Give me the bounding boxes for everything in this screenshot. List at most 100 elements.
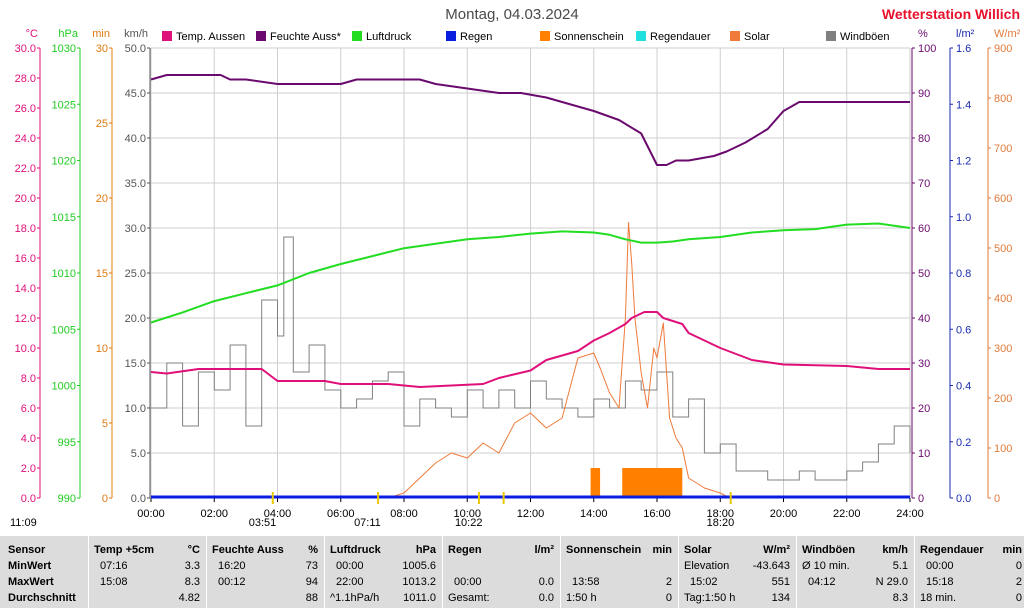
stats-wind-max-value: N 29.0 [875,576,908,588]
stats-col-regendauer: Regendauer min 00:00 0 15:18 2 18 min. 0 [920,536,1022,608]
y-tick-label-solar: 800 [994,93,1012,105]
stats-temp-max-time: 15:08 [100,576,128,588]
stats-row-label-max: MaxWert [8,576,54,588]
stats-regendauer-max-value: 2 [1015,576,1022,588]
y-tick-label-rain: 0.6 [956,324,971,336]
legend-swatch-feuchte [256,31,266,41]
y-tick-label-kmh: 10.0 [125,403,146,415]
y-tick-label-kmh: 35.0 [125,178,146,190]
y-axis-unit-rain: l/m² [956,28,975,40]
y-tick-label-kmh: 30.0 [125,223,146,235]
y-tick-label-press: 990 [58,493,76,505]
stats-luftdruck-avg-value: 1011.0 [403,592,436,604]
stats-header-sonnenschein: Sonnenschein [566,544,642,556]
stats-col-wind: Windböen km/h Ø 10 min. 5.1 04:12 N 29.0… [802,536,908,608]
y-axis-unit-min: min [92,28,110,40]
stats-separator [88,536,89,608]
stats-header-regendauer: Regendauer [920,544,984,556]
y-tick-label-min: 15 [96,268,108,280]
x-tick-label: 12:00 [517,508,545,520]
legend-item-regendauer: Regendauer [636,31,711,43]
stats-luftdruck-max-value: 1013.2 [402,576,436,588]
x-tick-label: 20:00 [770,508,798,520]
y-tick-label-rain: 0.4 [956,381,971,393]
y-tick-label-kmh: 45.0 [125,88,146,100]
y-tick-label-press: 1010 [52,268,76,280]
legend-swatch-regen [446,31,456,41]
legend-label-temp: Temp. Aussen [176,31,246,43]
stats-header-feuchte: Feuchte Auss [212,544,284,556]
legend-item-solar: Solar [730,31,770,43]
y-tick-label-rain: 1.4 [956,99,971,111]
stats-unit-temp: °C [187,544,200,556]
y-tick-label-rain: 1.6 [956,43,971,55]
stats-header-temp: Temp +5cm [94,544,155,556]
stats-feuchte-min-time: 16:20 [218,560,246,572]
y-tick-label-press: 1015 [52,212,76,224]
stats-wind-avg10-label: Ø 10 min. [802,560,850,572]
stats-wind-avg-value: 8.3 [892,592,908,604]
y-tick-label-solar: 600 [994,193,1012,205]
series-line-luftdruck [150,222,911,324]
y-tick-label-temp: 4.0 [21,433,36,445]
stats-header-sensor: Sensor [8,544,46,556]
legend-item-temp: Temp. Aussen [162,31,245,43]
stats-row-label-avg: Durchschnitt [8,592,76,604]
y-tick-label-press: 1025 [52,99,76,111]
y-axis-unit-press: hPa [58,28,78,40]
y-axis-unit-kmh: km/h [124,28,148,40]
legend-item-windboeen: Windböen [826,31,890,43]
stats-feuchte-min-value: 73 [305,560,318,572]
y-axis-unit-temp: °C [26,28,38,40]
stats-col-solar: Solar W/m² Elevation -43.643 15:02 551 T… [684,536,790,608]
stats-unit-wind: km/h [882,544,908,556]
series-line-temp [150,311,910,388]
stats-separator [442,536,443,608]
stats-regendauer-max-time: 15:18 [926,576,954,588]
x-tick-label: 10:00 [453,508,481,520]
stats-sonne-max-time: 13:58 [572,576,600,588]
stats-row-label-min: MinWert [8,560,52,572]
stats-solar-elevation-value: -43.643 [752,560,790,572]
stats-unit-luftdruck: hPa [415,544,436,556]
stats-separator [560,536,561,608]
x-tick-label: 02:00 [200,508,228,520]
y-tick-label-press: 995 [58,437,76,449]
stats-solar-elevation-label: Elevation [684,560,730,572]
stats-sonne-max-value: 2 [665,576,672,588]
stats-regendauer-min-value: 0 [1015,560,1022,572]
y-tick-label-min: 10 [96,343,108,355]
y-tick-label-min: 0 [102,493,108,505]
stats-luftdruck-max-time: 22:00 [336,576,364,588]
y-tick-label-kmh: 15.0 [125,358,146,370]
stats-regen-total-value: 0.0 [538,592,554,604]
stats-luftdruck-min-time: 00:00 [336,560,364,572]
weather-chart: °C 30.0 28.0 26.0 24.0 22.0 20.0 18.0 16.0 14.0 12… [10,28,1021,529]
y-tick-label-min: 30 [96,43,108,55]
legend-label-windboeen: Windböen [840,31,890,43]
legend-item-feuchte: Feuchte Auss* [256,31,341,43]
y-tick-label-solar: 400 [994,293,1012,305]
y-tick-label-rain: 0.2 [956,437,971,449]
stats-regen-total-label: Gesamt: [448,592,490,604]
series-line-windboeen [151,236,911,481]
y-tick-label-temp: 2.0 [21,463,36,475]
stats-sonne-avg-value: 0 [665,592,672,604]
stats-solar-avg-value: 134 [771,592,790,604]
stats-regendauer-min-time: 00:00 [926,560,954,572]
y-tick-label-pct: 50 [918,268,930,280]
x-tick-label: 16:00 [643,508,671,520]
y-tick-label-kmh: 20.0 [125,313,146,325]
stats-regendauer-avg-value: 0 [1015,592,1022,604]
stats-separator [206,536,207,608]
stats-header-luftdruck: Luftdruck [330,544,381,556]
stats-header-wind: Windböen [802,544,856,556]
y-tick-label-solar: 0 [994,493,1000,505]
y-tick-label-solar: 300 [994,343,1012,355]
legend-label-solar: Solar [744,31,770,43]
y-tick-label-press: 1005 [52,324,76,336]
stats-wind-max-time: 04:12 [808,576,836,588]
stats-luftdruck-trend: ^1.1hPa/h [330,592,380,604]
y-tick-label-solar: 700 [994,143,1012,155]
stats-unit-regen: l/m² [534,544,554,556]
